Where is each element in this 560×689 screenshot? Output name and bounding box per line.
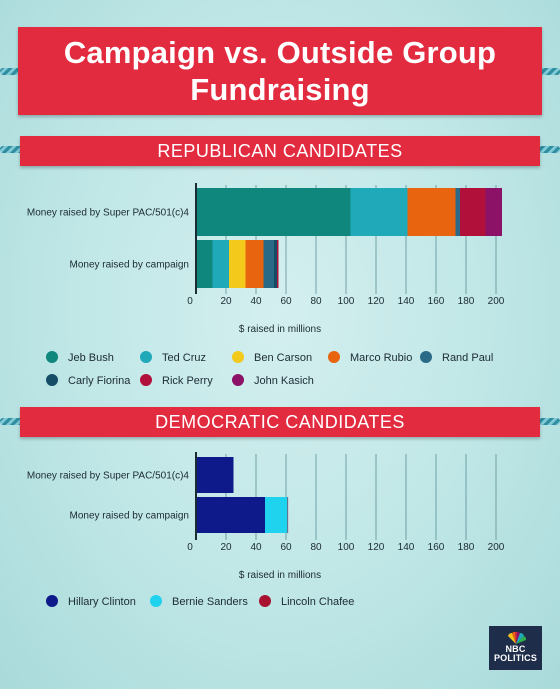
bar-segment bbox=[485, 188, 502, 236]
legend-label: Carly Fiorina bbox=[68, 375, 131, 387]
x-axis-title: $ raised in millions bbox=[239, 570, 321, 581]
bar-segment bbox=[407, 188, 456, 236]
x-tick-label: 60 bbox=[280, 296, 292, 307]
x-tick-label: 140 bbox=[398, 296, 415, 307]
bar-segment bbox=[277, 240, 279, 288]
x-tick-label: 180 bbox=[458, 296, 475, 307]
bar-segment bbox=[196, 240, 213, 288]
rope-right-democratic bbox=[533, 418, 560, 425]
legend-item: Rand Paul bbox=[420, 351, 493, 364]
legend-label: John Kasich bbox=[254, 375, 314, 387]
democratic-chart: Money raised by Super PAC/501(c)4 Money r… bbox=[27, 452, 505, 608]
bar-segment bbox=[265, 497, 288, 533]
legend-swatch bbox=[46, 374, 58, 386]
legend-label: Jeb Bush bbox=[68, 352, 114, 364]
legend-item: Hillary Clinton bbox=[46, 595, 136, 608]
x-tick-label: 20 bbox=[220, 542, 232, 553]
x-tick-label: 140 bbox=[398, 542, 415, 553]
legend-item: Marco Rubio bbox=[328, 351, 412, 364]
bar-segment bbox=[263, 240, 274, 288]
logo-line1: NBC bbox=[505, 644, 526, 654]
legend-swatch bbox=[259, 595, 271, 607]
legend-label: Ben Carson bbox=[254, 352, 312, 364]
legend-swatch bbox=[140, 351, 152, 363]
category-label: Money raised by Super PAC/501(c)4 bbox=[27, 208, 190, 219]
x-tick-label: 20 bbox=[220, 296, 232, 307]
x-tick-label: 120 bbox=[368, 296, 385, 307]
legend-item: John Kasich bbox=[232, 374, 314, 387]
x-tick-label: 0 bbox=[187, 296, 193, 307]
x-tick-label: 160 bbox=[428, 542, 445, 553]
bar-segment bbox=[455, 188, 460, 236]
x-tick-label: 80 bbox=[310, 296, 322, 307]
legend-label: Ted Cruz bbox=[162, 352, 206, 364]
x-tick-label: 180 bbox=[458, 542, 475, 553]
x-axis-title: $ raised in millions bbox=[239, 324, 321, 335]
category-label: Money raised by campaign bbox=[69, 260, 189, 271]
category-label: Money raised by campaign bbox=[69, 511, 189, 522]
x-tick-label: 120 bbox=[368, 542, 385, 553]
category-label: Money raised by Super PAC/501(c)4 bbox=[27, 471, 190, 482]
republican-section-label: REPUBLICAN CANDIDATES bbox=[157, 141, 403, 161]
x-tick-label: 160 bbox=[428, 296, 445, 307]
title-banner: Campaign vs. Outside Group Fundraising bbox=[18, 27, 542, 115]
x-tick-label: 200 bbox=[488, 296, 505, 307]
legend-swatch bbox=[46, 595, 58, 607]
democratic-section-label: DEMOCRATIC CANDIDATES bbox=[155, 412, 405, 432]
logo-line2: POLITICS bbox=[493, 653, 538, 663]
bar-segment bbox=[287, 497, 289, 533]
x-tick-label: 40 bbox=[250, 542, 262, 553]
rope-left-republican bbox=[0, 146, 28, 153]
bar-segment bbox=[229, 240, 246, 288]
legend-label: Rick Perry bbox=[162, 375, 213, 387]
bar-segment bbox=[196, 497, 265, 533]
republican-chart: Money raised by Super PAC/501(c)4 Money r… bbox=[27, 183, 505, 387]
bar-segment bbox=[196, 457, 234, 493]
legend-swatch bbox=[150, 595, 162, 607]
legend-item: Bernie Sanders bbox=[150, 595, 248, 608]
x-tick-label: 0 bbox=[187, 542, 193, 553]
peacock-icon bbox=[507, 632, 526, 644]
democratic-section-banner: DEMOCRATIC CANDIDATES bbox=[20, 407, 540, 437]
legend-swatch bbox=[46, 351, 58, 363]
bar-segment bbox=[245, 240, 264, 288]
legend-item: Carly Fiorina bbox=[46, 374, 131, 387]
legend-label: Lincoln Chafee bbox=[281, 596, 354, 608]
legend-item: Ted Cruz bbox=[140, 351, 206, 364]
x-tick-label: 80 bbox=[310, 542, 322, 553]
legend-item: Rick Perry bbox=[140, 374, 213, 387]
legend-label: Hillary Clinton bbox=[68, 596, 136, 608]
page-title: Campaign vs. Outside Group Fundraising bbox=[63, 35, 497, 107]
legend-swatch bbox=[328, 351, 340, 363]
bar-segment bbox=[274, 240, 277, 288]
bar-segment bbox=[350, 188, 408, 236]
bar-segment bbox=[196, 188, 351, 236]
legend-item: Lincoln Chafee bbox=[259, 595, 354, 608]
nbc-politics-logo: NBC POLITICS bbox=[489, 626, 542, 670]
bar-segment bbox=[212, 240, 229, 288]
x-tick-label: 100 bbox=[338, 542, 355, 553]
rope-right-republican bbox=[533, 146, 560, 153]
rope-left-title bbox=[0, 68, 24, 75]
rope-left-democratic bbox=[0, 418, 28, 425]
legend-swatch bbox=[232, 374, 244, 386]
legend-swatch bbox=[232, 351, 244, 363]
legend-item: Jeb Bush bbox=[46, 351, 114, 364]
legend-item: Ben Carson bbox=[232, 351, 312, 364]
legend-swatch bbox=[140, 374, 152, 386]
x-tick-label: 60 bbox=[280, 542, 292, 553]
x-tick-label: 40 bbox=[250, 296, 262, 307]
rope-right-title bbox=[536, 68, 560, 75]
legend-swatch bbox=[420, 351, 432, 363]
legend-label: Bernie Sanders bbox=[172, 596, 248, 608]
legend-label: Marco Rubio bbox=[350, 352, 412, 364]
republican-section-banner: REPUBLICAN CANDIDATES bbox=[20, 136, 540, 166]
legend-label: Rand Paul bbox=[442, 352, 493, 364]
bar-segment bbox=[460, 188, 486, 236]
x-tick-label: 200 bbox=[488, 542, 505, 553]
x-tick-label: 100 bbox=[338, 296, 355, 307]
